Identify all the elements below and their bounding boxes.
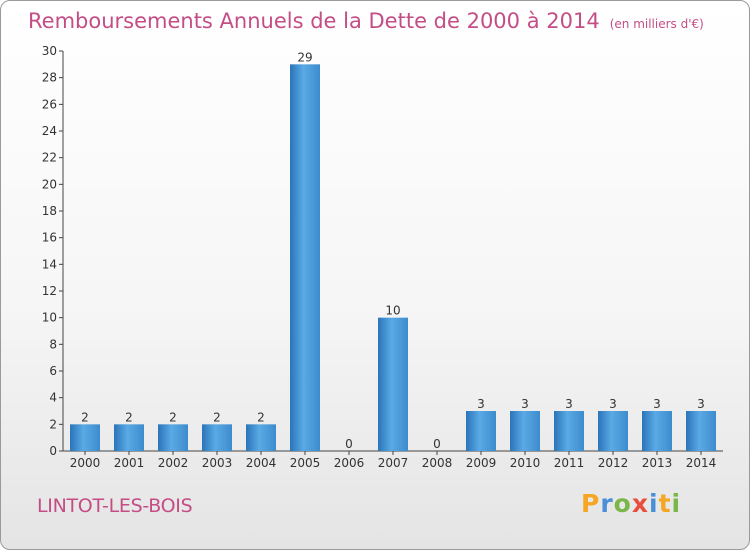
y-tick-label: 18 (42, 204, 57, 218)
chart-unit: (en milliers d'€) (609, 17, 704, 31)
x-tick-label: 2000 (70, 456, 101, 470)
bar-2012[interactable] (598, 411, 628, 451)
chart-title: Remboursements Annuels de la Dette de 20… (28, 9, 704, 33)
logo-letter: t (658, 489, 672, 518)
x-tick-label: 2004 (246, 456, 277, 470)
x-tick-label: 2009 (466, 456, 497, 470)
y-tick-label: 10 (42, 311, 57, 325)
x-tick-label: 2006 (334, 456, 365, 470)
chart-title-text: Remboursements Annuels de la Dette de 20… (28, 9, 600, 33)
y-tick-label: 0 (49, 444, 57, 458)
bar-value-label: 2 (81, 410, 89, 424)
chart-bars: 2 2 2 2 2 29 0 10 0 3 3 3 3 3 3 (70, 50, 716, 452)
logo-letter: r (600, 489, 614, 518)
bar-2001[interactable] (114, 424, 144, 451)
y-tick-label: 14 (42, 257, 57, 271)
bar-2005[interactable] (290, 64, 320, 452)
bar-2014[interactable] (686, 411, 716, 451)
y-tick-label: 6 (49, 364, 57, 378)
bar-2010[interactable] (510, 411, 540, 451)
y-tick-label: 8 (49, 337, 57, 351)
bar-2007[interactable] (378, 317, 408, 451)
x-tick-label: 2007 (378, 456, 409, 470)
logo-letter: P (581, 489, 601, 518)
bar-2009[interactable] (466, 411, 496, 451)
x-tick-label: 2003 (202, 456, 233, 470)
x-tick-label: 2002 (158, 456, 189, 470)
bar-value-label: 3 (477, 397, 485, 411)
x-tick-label: 2013 (642, 456, 673, 470)
y-tick-label: 30 (42, 44, 57, 58)
bar-value-label: 2 (213, 410, 221, 424)
y-tick-label: 26 (42, 97, 57, 111)
bar-2013[interactable] (642, 411, 672, 451)
y-tick-label: 16 (42, 231, 57, 245)
y-tick-label: 4 (49, 391, 57, 405)
bar-2003[interactable] (202, 424, 232, 451)
proxiti-logo[interactable]: Proxiti (581, 489, 681, 518)
logo-letter: o (613, 489, 632, 518)
logo-letter: i (649, 489, 659, 518)
bar-2011[interactable] (554, 411, 584, 451)
x-tick-label: 2014 (686, 456, 717, 470)
logo-letter: i (671, 489, 682, 518)
y-tick-label: 12 (42, 284, 57, 298)
bar-value-label: 3 (653, 397, 661, 411)
y-tick-label: 20 (42, 177, 57, 191)
bar-2004[interactable] (246, 424, 276, 451)
x-tick-label: 2010 (510, 456, 541, 470)
y-tick-label: 24 (42, 124, 57, 138)
logo-letter: x (631, 489, 649, 518)
bar-value-label: 0 (433, 437, 441, 451)
x-tick-label: 2012 (598, 456, 629, 470)
bar-value-label: 2 (169, 410, 177, 424)
bar-value-label: 2 (257, 410, 265, 424)
x-tick-label: 2011 (554, 456, 585, 470)
x-tick-label: 2001 (114, 456, 145, 470)
bar-value-label: 3 (565, 397, 573, 411)
bar-value-label: 0 (345, 437, 353, 451)
bar-value-label: 3 (521, 397, 529, 411)
y-tick-label: 28 (42, 71, 57, 85)
commune-name: LINTOT-LES-BOIS (37, 495, 193, 517)
bar-value-label: 10 (385, 304, 400, 318)
bar-value-label: 29 (297, 50, 312, 64)
bar-2000[interactable] (70, 424, 100, 451)
bar-value-label: 3 (697, 397, 705, 411)
bar-value-label: 2 (125, 410, 133, 424)
y-tick-label: 2 (49, 417, 57, 431)
x-tick-label: 2008 (422, 456, 453, 470)
bar-value-label: 3 (609, 397, 617, 411)
x-tick-label: 2005 (290, 456, 321, 470)
y-tick-label: 22 (42, 151, 57, 165)
bar-2002[interactable] (158, 424, 188, 451)
